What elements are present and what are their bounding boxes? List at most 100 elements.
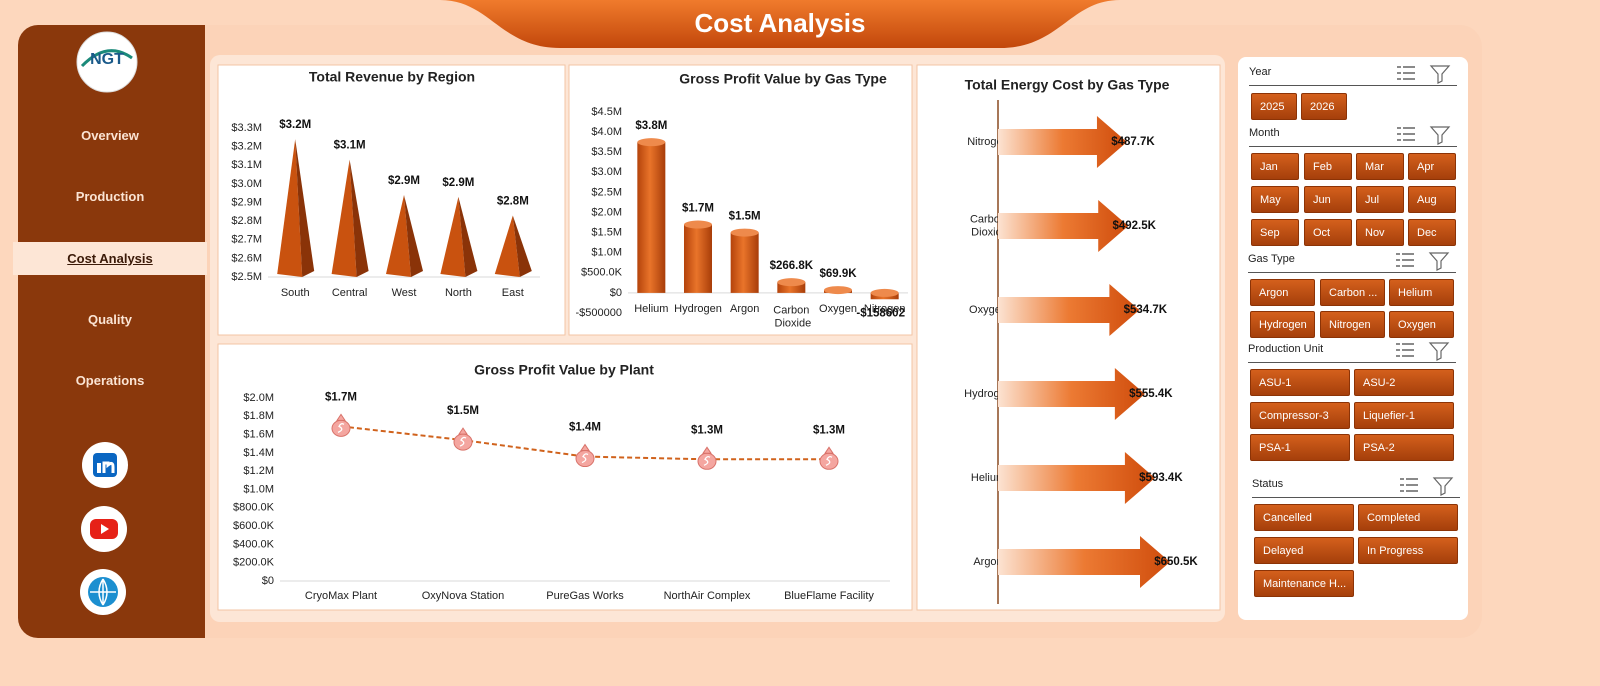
nav-item[interactable]: Cost Analysis [13,241,207,275]
value-label: $266.8K [770,260,814,272]
slicer-button[interactable]: Jul [1356,186,1404,213]
slicer-button[interactable]: Helium [1389,279,1454,306]
nav-item[interactable]: Quality [87,311,133,327]
slicer-rule [1249,85,1457,86]
y-tick-label: $1.0M [243,483,274,495]
slicer-button[interactable]: Cancelled [1254,504,1354,531]
nav-item[interactable]: Production [75,189,145,205]
bag-neck [580,443,590,452]
y-tick-label: $1.6M [243,429,274,441]
value-label: $1.5M [447,405,479,417]
x-tick-label: Nitrogen [864,303,906,315]
value-label: $1.3M [813,424,845,436]
pyramid-face [386,195,411,277]
youtube-glyph [101,524,109,534]
category-label: Argon [973,556,1002,568]
y-tick-label: $0 [610,287,622,299]
slicer-button[interactable]: Mar [1356,153,1404,180]
slicer-button[interactable]: May [1251,186,1299,213]
multi-select-icon[interactable] [1396,343,1414,357]
slicer-button[interactable]: Apr [1408,153,1456,180]
nav-item[interactable]: Operations [75,373,145,389]
slicer-title: Production Unit [1248,343,1324,355]
value-label: $555.4K [1129,388,1173,400]
y-tick-label: $3.0M [591,166,622,178]
clear-filter-icon[interactable] [1429,126,1451,145]
y-tick-label: $2.0M [591,206,622,218]
y-tick-label: -$500000 [576,307,623,319]
slicer-button[interactable]: PSA-1 [1250,434,1350,461]
y-tick-label: $3.3M [231,122,262,134]
x-tick-label: Hydrogen [674,303,722,315]
cylinder-top [824,286,852,295]
multi-select-icon[interactable] [1397,66,1415,80]
bar [870,288,899,300]
web-glyph [90,578,116,606]
card [217,64,566,336]
value-label: $650.5K [1154,556,1198,568]
slicer-button[interactable]: Nitrogen [1320,311,1385,338]
bar [684,220,712,293]
slicer-button[interactable]: Dec [1408,219,1456,246]
slicer-button[interactable]: Liquefier-1 [1354,401,1454,429]
x-tick-label: OxyNova Station [422,590,505,602]
pyramid-side [512,215,532,277]
slicer-button[interactable]: Nov [1356,219,1404,246]
slicer-button[interactable]: Maintenance H... [1254,570,1354,597]
x-tick-label: Helium [634,303,668,315]
slicer-button[interactable]: ASU-2 [1354,369,1454,396]
arrow-bar [998,116,1127,168]
y-tick-label: $3.5M [591,146,622,158]
slicer-button[interactable]: Argon [1250,279,1315,306]
slicer-button[interactable]: Feb [1304,153,1352,180]
slicer-button[interactable]: Jan [1251,153,1299,180]
cylinder-body [637,142,666,293]
clear-filter-icon[interactable] [1428,342,1450,361]
slicer-title: Gas Type [1248,253,1295,265]
slicer-button[interactable]: Completed [1358,504,1458,531]
arrow-bar [998,452,1155,504]
multi-select-icon[interactable] [1400,478,1418,492]
value-label: $2.8M [497,196,529,208]
slicer-button[interactable]: ASU-1 [1250,369,1350,396]
category-label: Helium [971,472,1005,484]
slicer-button[interactable]: Jun [1304,186,1352,213]
slicer-button[interactable]: In Progress [1358,537,1458,564]
y-tick-label: $1.0M [591,247,622,259]
value-label: $1.5M [729,211,761,223]
cylinder-body [730,232,759,293]
value-label: $487.7K [1111,136,1155,148]
value-label: $593.4K [1139,472,1183,484]
cylinder-top [777,278,806,287]
slicer-button[interactable]: Oxygen [1389,311,1454,338]
slicer-button[interactable]: 2025 [1251,93,1297,120]
slicer-button[interactable]: Compressor-3 [1250,401,1350,429]
multi-select-icon[interactable] [1397,127,1415,141]
slicer-title: Month [1249,127,1280,139]
y-tick-label: $2.7M [231,234,262,246]
slicer-button[interactable]: Hydrogen [1250,311,1315,338]
clear-filter-icon[interactable] [1432,477,1454,496]
slicer-button[interactable]: Aug [1408,186,1456,213]
slicer-button[interactable]: Oct [1304,219,1352,246]
nav-item[interactable]: Overview [81,128,139,143]
clear-filter-icon[interactable] [1428,252,1450,271]
x-tick-label: South [281,287,310,299]
slicer-button[interactable]: Carbon ... [1320,279,1385,306]
x-tick-label: North [445,287,472,299]
y-tick-label: $3.2M [231,141,262,153]
pyramid-face [494,215,520,277]
slicer-button[interactable]: Delayed [1254,537,1354,564]
slicer-button[interactable]: Sep [1251,219,1299,246]
clear-filter-icon[interactable] [1429,65,1451,84]
slicer-button[interactable]: 2026 [1301,93,1347,120]
slicer-button[interactable]: PSA-2 [1354,434,1454,461]
money-bag-marker [819,446,839,470]
y-tick-label: $1.4M [243,447,274,459]
sidebar-edge [185,25,205,638]
value-label: $69.9K [819,268,857,280]
slicer-title: Year [1249,66,1272,78]
y-tick-label: $800.0K [233,502,275,514]
multi-select-icon[interactable] [1396,253,1414,267]
x-tick-label: BlueFlame Facility [784,590,874,602]
